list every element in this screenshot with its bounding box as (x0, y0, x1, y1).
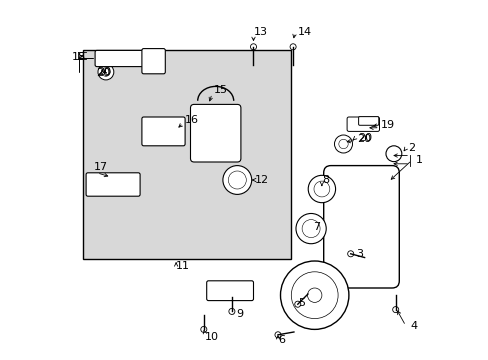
Circle shape (289, 44, 296, 50)
Text: 11: 11 (176, 261, 190, 271)
FancyBboxPatch shape (346, 117, 379, 131)
Circle shape (307, 288, 321, 302)
FancyBboxPatch shape (206, 281, 253, 301)
FancyBboxPatch shape (82, 50, 291, 259)
FancyBboxPatch shape (358, 117, 378, 125)
Text: 14: 14 (297, 27, 311, 37)
Circle shape (307, 175, 335, 203)
FancyBboxPatch shape (142, 49, 165, 74)
Text: 20: 20 (97, 67, 111, 77)
Circle shape (291, 272, 337, 319)
Text: 15: 15 (213, 85, 227, 95)
Circle shape (334, 135, 352, 153)
Text: 5: 5 (297, 298, 304, 308)
Text: 2: 2 (407, 143, 415, 153)
Circle shape (228, 309, 234, 314)
FancyBboxPatch shape (95, 50, 156, 67)
Text: 20: 20 (356, 134, 370, 144)
Circle shape (274, 332, 281, 338)
Circle shape (98, 64, 114, 80)
Circle shape (280, 261, 348, 329)
Circle shape (385, 146, 401, 162)
Circle shape (302, 220, 320, 238)
Text: 18: 18 (72, 51, 86, 62)
Text: 20: 20 (357, 133, 371, 143)
Circle shape (201, 327, 206, 332)
Text: 7: 7 (312, 222, 319, 232)
Circle shape (223, 166, 251, 194)
Circle shape (102, 68, 110, 76)
FancyBboxPatch shape (190, 104, 241, 162)
Circle shape (338, 139, 347, 149)
Circle shape (250, 44, 256, 50)
Text: 12: 12 (255, 175, 269, 185)
Text: 3: 3 (355, 249, 363, 259)
Text: 17: 17 (94, 162, 108, 172)
Text: 9: 9 (236, 309, 243, 319)
FancyBboxPatch shape (142, 117, 185, 146)
Text: 16: 16 (185, 114, 199, 125)
Circle shape (228, 171, 246, 189)
Text: 8: 8 (321, 175, 328, 185)
Text: 20: 20 (96, 68, 110, 78)
Circle shape (295, 213, 325, 244)
Text: 19: 19 (381, 120, 395, 130)
Circle shape (294, 301, 300, 307)
Circle shape (347, 251, 353, 257)
Text: 4: 4 (409, 321, 416, 331)
Text: 1: 1 (415, 155, 422, 165)
Circle shape (392, 307, 398, 312)
FancyBboxPatch shape (323, 166, 399, 288)
Text: 13: 13 (253, 27, 267, 37)
Circle shape (313, 181, 329, 197)
Text: 6: 6 (277, 335, 285, 345)
Text: 10: 10 (204, 332, 219, 342)
FancyBboxPatch shape (86, 173, 140, 196)
